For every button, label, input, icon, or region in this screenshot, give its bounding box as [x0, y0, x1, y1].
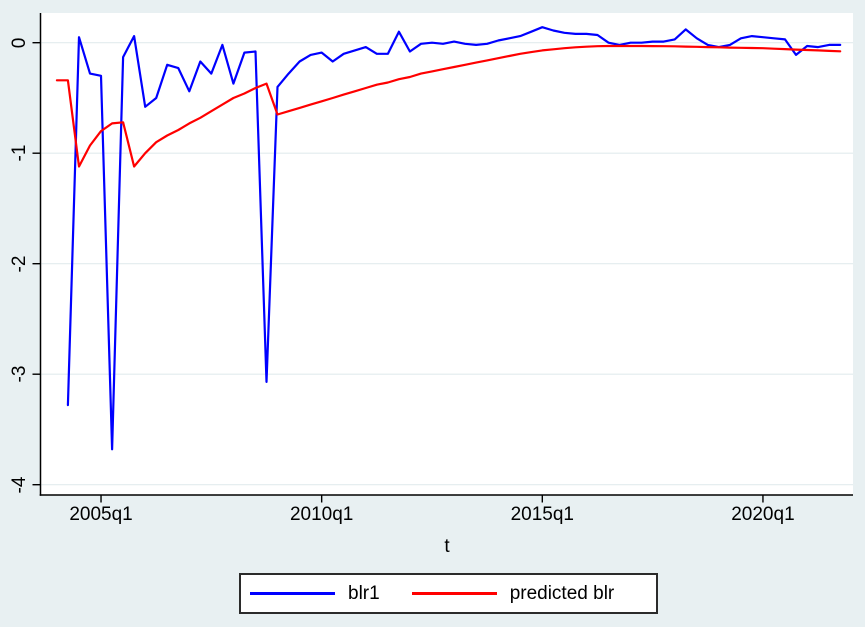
x-tick-label-2005q1: 2005q1: [69, 504, 133, 525]
y-tick-label--3: -3: [9, 365, 30, 383]
x-tick-label-2015q1: 2015q1: [510, 504, 574, 525]
y-tick-label--2: -2: [9, 255, 30, 273]
legend-key-line-predicted-blr: [411, 592, 497, 595]
y-tick-label-0: 0: [9, 37, 30, 48]
plot-area: [40, 13, 853, 495]
legend: blr1 predicted blr: [239, 573, 658, 614]
y-tick-label--1: -1: [9, 144, 30, 162]
x-tick-label-2010q1: 2010q1: [289, 504, 354, 525]
legend-label-predicted-blr: predicted blr: [509, 582, 615, 604]
legend-label-blr1: blr1: [348, 582, 380, 604]
x-axis-title: t: [444, 536, 450, 557]
legend-key-line-blr1: [250, 592, 335, 595]
y-tick-label--4: -4: [9, 476, 30, 494]
x-tick-label-2020q1: 2020q1: [731, 504, 795, 525]
